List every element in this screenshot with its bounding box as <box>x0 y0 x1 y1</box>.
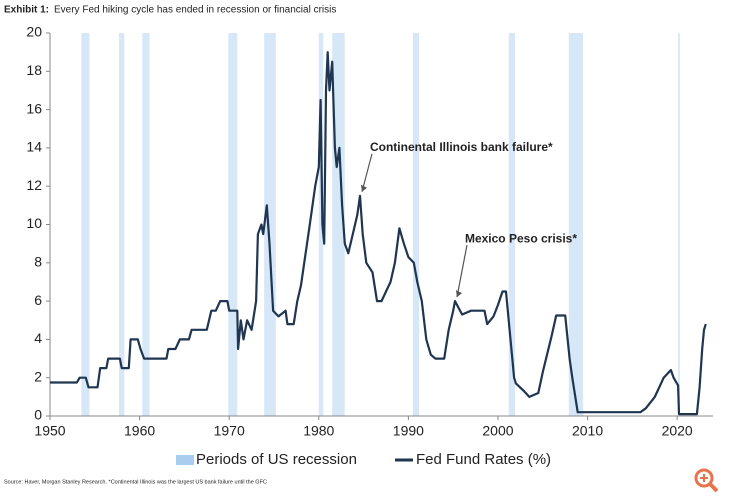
annotation-arrowhead <box>360 184 367 192</box>
zoom-handle <box>708 482 719 493</box>
y-tick-label: 10 <box>26 215 42 231</box>
y-tick-label: 6 <box>34 292 42 308</box>
source-note: Source: Haver, Morgan Stanley Research. … <box>4 479 267 485</box>
y-tick-label: 0 <box>34 407 42 423</box>
recession-band <box>508 33 515 416</box>
y-tick-label: 16 <box>26 100 42 116</box>
annotation-text: Mexico Peso crisis* <box>465 231 577 245</box>
chart-title: Exhibit 1: <box>4 5 49 16</box>
x-tick-label: 1950 <box>34 423 65 439</box>
x-tick-label: 1960 <box>124 423 155 439</box>
recession-band <box>318 33 324 416</box>
recession-band <box>142 33 150 416</box>
y-tick-label: 12 <box>26 177 42 193</box>
x-tick-label: 1970 <box>214 423 245 439</box>
x-tick-label: 2010 <box>572 423 603 439</box>
y-tick-label: 14 <box>26 139 42 155</box>
x-tick-label: 1990 <box>393 423 424 439</box>
recession-band <box>678 33 680 416</box>
x-tick-label: 1980 <box>303 423 334 439</box>
recession-band <box>228 33 238 416</box>
recession-band <box>81 33 90 416</box>
zoom-lens <box>694 468 714 488</box>
x-tick-label: 2000 <box>482 423 513 439</box>
annotation-arrow <box>456 244 468 298</box>
recession-band <box>118 33 125 416</box>
zoom-icon[interactable] <box>694 468 719 493</box>
y-tick-label: 20 <box>26 24 42 40</box>
recession-band <box>412 33 420 416</box>
annotation-text: Continental Illinois bank failure* <box>370 140 553 154</box>
x-tick-label: 2020 <box>662 423 693 439</box>
legend-label: Periods of US recession <box>196 451 357 468</box>
recession-band <box>264 33 276 416</box>
rate-line <box>50 51 707 416</box>
y-tick-label: 4 <box>34 330 42 346</box>
chart-subtitle: Every Fed hiking cycle has ended in rece… <box>54 5 336 16</box>
y-tick-label: 8 <box>34 254 42 270</box>
recession-band <box>568 33 584 416</box>
annotation-arrow <box>361 153 373 192</box>
legend-swatch <box>176 455 194 465</box>
y-tick-label: 18 <box>26 62 42 78</box>
y-tick-label: 2 <box>34 368 42 384</box>
annotation-arrowhead <box>455 290 462 298</box>
legend-label: Fed Fund Rates (%) <box>416 451 551 468</box>
